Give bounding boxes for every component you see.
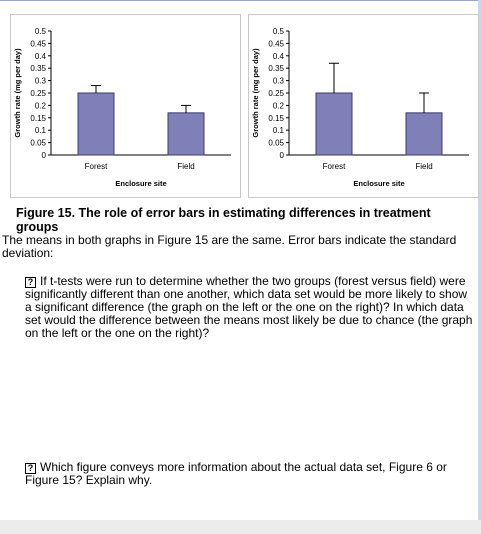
y-tick-label: 0.5 <box>273 27 285 36</box>
chart-panel-left: 0 0.05 0.1 0.15 0.2 0.25 0.3 0.35 0.4 0.45 0.5 Grow… <box>10 14 241 198</box>
x-tick-label-field: Field <box>415 162 432 171</box>
bar-forest <box>315 92 353 156</box>
x-tick-label-field: Field <box>177 162 194 171</box>
intro-paragraph: The means in both graphs in Figure 15 ar… <box>2 233 457 260</box>
y-tick-label: 0.1 <box>273 126 285 135</box>
right-edge <box>478 0 481 534</box>
x-axis-label: Enclosure site <box>115 179 166 188</box>
x-axis-label: Enclosure site <box>353 179 404 188</box>
figure-title: Figure 15. The role of error bars in est… <box>16 206 431 234</box>
y-axis-label: Growth rate (mg per day) <box>13 48 22 138</box>
y-tick-label: 0 <box>280 151 285 160</box>
y-tick-label: 0.35 <box>268 64 284 73</box>
y-tick-label: 0.25 <box>30 89 46 98</box>
y-tick-label: 0.25 <box>268 89 284 98</box>
top-rule <box>0 0 481 1</box>
x-tick-label-forest: Forest <box>85 162 108 171</box>
y-tick-label: 0.05 <box>30 139 46 148</box>
chart-panel-right: 0 0.05 0.1 0.15 0.2 0.25 0.3 0.35 0.4 0.45 0.5 Grow… <box>248 14 479 198</box>
y-tick-label: 0.3 <box>35 77 47 86</box>
y-tick-label: 0.2 <box>35 101 47 110</box>
bar-field <box>167 112 205 156</box>
bar-chart-left: 0 0.05 0.1 0.15 0.2 0.25 0.3 0.35 0.4 0.45 0.5 Grow… <box>13 27 231 188</box>
y-tick-label: 0.4 <box>273 52 285 61</box>
y-tick-label: 0.45 <box>268 39 284 48</box>
y-tick-label: 0 <box>42 151 47 160</box>
y-tick-label: 0.2 <box>273 101 285 110</box>
y-tick-label: 0.15 <box>268 114 284 123</box>
y-tick-label: 0.15 <box>30 114 46 123</box>
bar-forest <box>77 92 115 156</box>
bar-chart-right: 0 0.05 0.1 0.15 0.2 0.25 0.3 0.35 0.4 0.45 0.5 Grow… <box>251 27 469 188</box>
question-1-text: If t-tests were run to determine whether… <box>25 274 473 340</box>
bar-field <box>405 112 443 156</box>
x-tick-label-forest: Forest <box>323 162 346 171</box>
y-tick-label: 0.4 <box>35 52 47 61</box>
question-2-text: Which figure conveys more information ab… <box>25 460 447 487</box>
y-tick-label: 0.05 <box>268 139 284 148</box>
y-tick-label: 0.1 <box>35 126 47 135</box>
y-axis-label: Growth rate (mg per day) <box>251 48 260 138</box>
bottom-bar <box>0 520 481 534</box>
y-tick-label: 0.35 <box>30 64 46 73</box>
question-1: ? If t-tests were run to determine whethe… <box>25 275 473 340</box>
y-tick-label: 0.5 <box>35 27 47 36</box>
y-tick-label: 0.45 <box>30 39 46 48</box>
y-tick-label: 0.3 <box>273 77 285 86</box>
question-2: ? Which figure conveys more information a… <box>25 461 473 487</box>
